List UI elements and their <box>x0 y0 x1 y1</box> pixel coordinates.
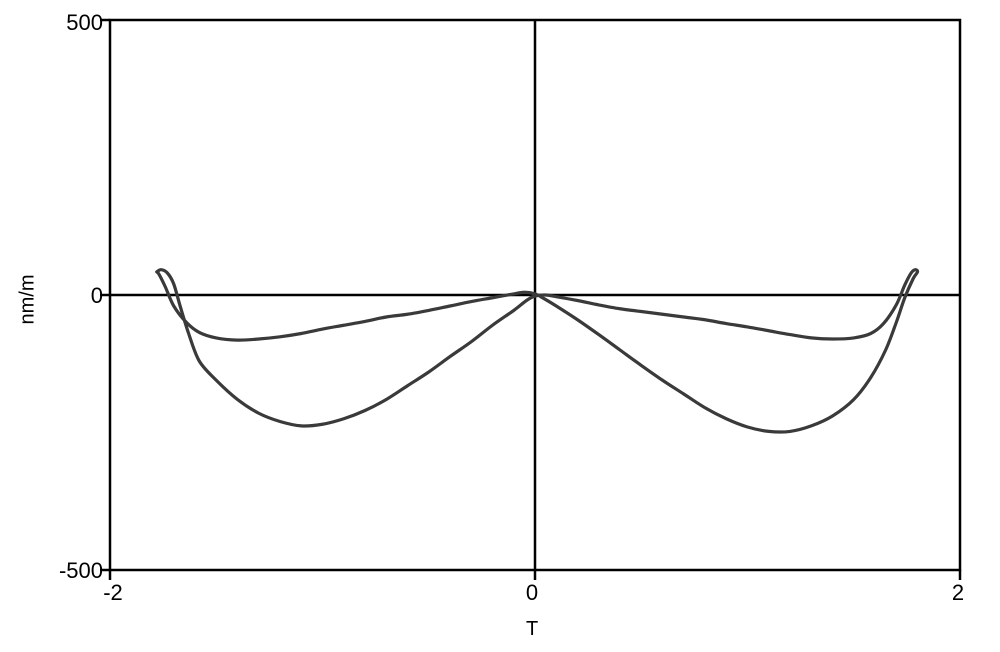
y-tick-500: 500 <box>58 10 103 36</box>
y-axis-title: nm/m <box>17 270 40 330</box>
x-axis-title: T <box>526 618 538 641</box>
chart-container: 500 0 -500 -2 0 2 T nm/m <box>0 0 1000 652</box>
x-tick-2: 2 <box>948 580 968 606</box>
chart-svg <box>0 0 1000 652</box>
y-tick-neg500: -500 <box>48 558 103 584</box>
x-tick-0: 0 <box>522 580 542 606</box>
x-tick-neg2: -2 <box>98 580 128 606</box>
y-tick-0: 0 <box>58 283 103 309</box>
